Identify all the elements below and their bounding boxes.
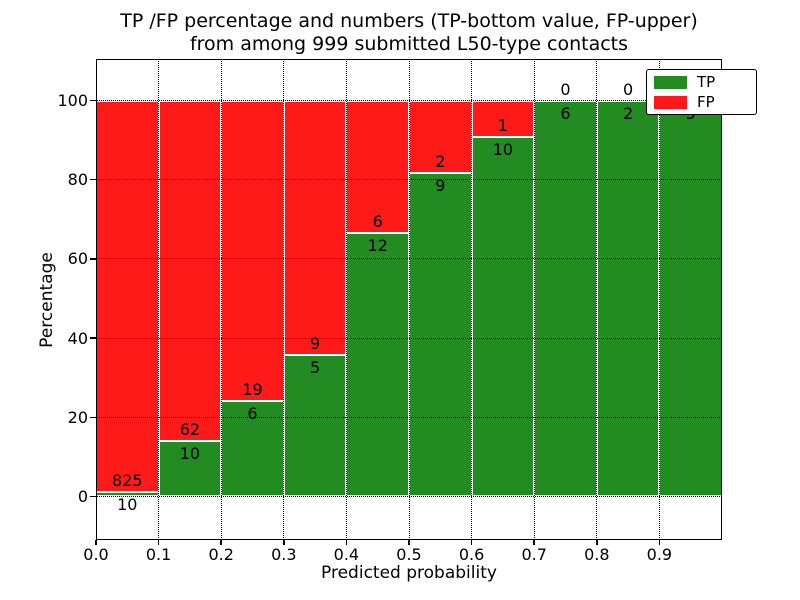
x-tick-label: 0.4: [333, 545, 360, 564]
tp-count-label: 6: [247, 404, 258, 424]
fp-count-label: 1: [497, 115, 508, 135]
bar-tp-segment: [346, 232, 409, 497]
x-axis-label: Predicted probability: [321, 563, 497, 583]
y-tick-label: 80: [67, 170, 88, 190]
legend: TP FP: [646, 69, 757, 115]
x-tick-label: 0.1: [145, 545, 172, 564]
y-tick: [90, 178, 96, 181]
tp-count-label: 6: [560, 103, 571, 123]
x-tick: [157, 540, 160, 545]
bar-fp-segment: [409, 100, 472, 173]
x-tick-label: 0.0: [83, 545, 109, 564]
x-gridline: [408, 59, 410, 540]
tp-count-label: 10: [492, 139, 514, 159]
tp-count-label: 9: [435, 175, 446, 195]
tp-count-label: 5: [310, 358, 321, 378]
bar-tp-segment: [534, 100, 597, 497]
legend-swatch-fp: [654, 95, 687, 109]
y-tick: [90, 99, 96, 102]
x-tick-label: 0.9: [646, 545, 673, 564]
legend-row: FP: [654, 93, 756, 111]
x-gridline: [596, 59, 598, 540]
legend-label: TP: [697, 73, 716, 91]
legend-label: FP: [697, 93, 715, 111]
bar-tp-segment: [596, 100, 660, 497]
fp-count-label: 0: [560, 79, 571, 99]
y-tick-label: 0: [77, 486, 88, 506]
x-tick: [596, 540, 598, 545]
tp-count-label: 10: [179, 444, 201, 464]
x-tick-label: 0.2: [208, 545, 234, 564]
tp-count-label: 2: [623, 103, 634, 123]
x-tick: [533, 540, 535, 545]
tp-count-label: 10: [117, 494, 138, 514]
chart-title-line1: TP /FP percentage and numbers (TP-bottom…: [120, 10, 698, 32]
x-tick: [220, 540, 222, 545]
x-gridline: [471, 59, 473, 540]
fp-count-label: 19: [242, 380, 263, 400]
bar-tp-segment: [283, 355, 347, 497]
legend-row: TP: [654, 73, 756, 91]
x-gridline: [345, 59, 347, 540]
fp-count-label: 62: [179, 420, 201, 440]
x-tick-label: 0.3: [271, 545, 297, 564]
x-tick: [408, 540, 410, 545]
x-tick: [658, 540, 661, 545]
x-tick-label: 0.6: [458, 545, 485, 564]
y-tick-label: 60: [67, 249, 88, 269]
chart-title: TP /FP percentage and numbers (TP-bottom…: [96, 10, 722, 56]
x-tick: [95, 540, 97, 545]
legend-swatch-tp: [654, 75, 687, 89]
y-tick: [90, 258, 96, 260]
x-gridline: [533, 59, 535, 540]
y-tick-label: 40: [67, 328, 88, 348]
bar-fp-segment: [283, 100, 347, 356]
y-tick: [90, 337, 96, 339]
x-tick-label: 0.5: [396, 545, 422, 564]
y-tick-label: 20: [67, 407, 88, 427]
x-tick: [470, 540, 473, 545]
fp-count-label: 0: [623, 79, 634, 99]
x-tick-label: 0.8: [584, 545, 610, 564]
tp-count-label: 12: [367, 235, 388, 255]
x-gridline: [658, 59, 660, 540]
fp-count-label: 9: [310, 334, 321, 354]
y-tick-label: 100: [57, 91, 88, 111]
x-gridline: [220, 59, 222, 540]
x-tick-label: 0.7: [521, 545, 547, 564]
y-tick: [90, 495, 96, 498]
x-gridline: [158, 59, 160, 540]
x-gridline: [283, 59, 285, 540]
fp-count-label: 2: [435, 151, 446, 171]
fp-count-label: 825: [112, 470, 143, 490]
x-tick: [283, 540, 285, 545]
bar-fp-segment: [346, 100, 409, 233]
fp-count-label: 6: [372, 211, 383, 231]
x-tick: [345, 540, 348, 545]
y-tick: [90, 416, 96, 419]
chart-title-line2: from among 999 submitted L50-type contac…: [189, 33, 629, 55]
